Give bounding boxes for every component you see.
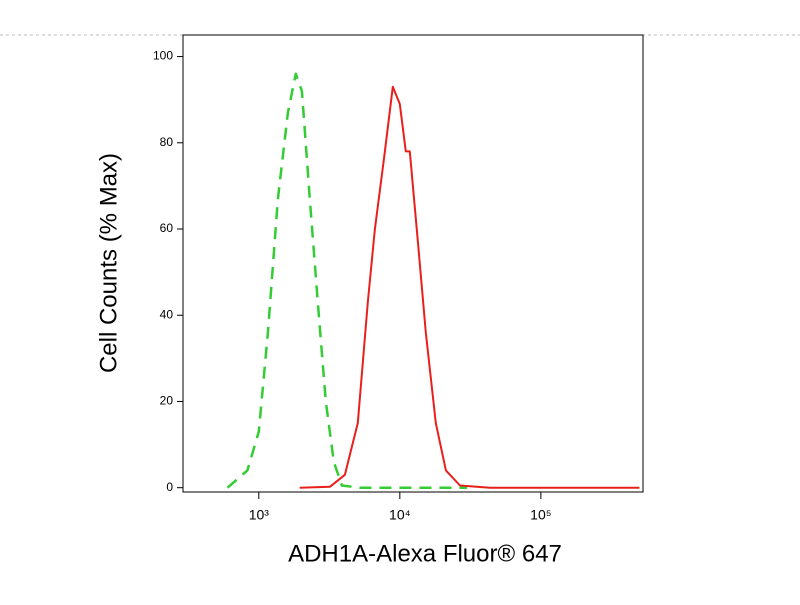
y-axis-label: Cell Counts (% Max) [95, 153, 122, 373]
histogram-line [226, 72, 468, 489]
histogram-line [299, 85, 640, 489]
x-tick-label: 10⁴ [389, 507, 411, 523]
y-tick-label: 20 [160, 394, 174, 408]
y-tick-label: 80 [160, 135, 174, 149]
y-tick-label: 0 [166, 480, 173, 494]
y-tick-label: 60 [160, 221, 174, 235]
x-tick-label: 10⁵ [530, 507, 551, 523]
y-tick-label: 100 [153, 49, 173, 63]
plot-frame [182, 34, 644, 493]
x-tick-label: 10³ [249, 507, 270, 523]
x-axis-label: ADH1A-Alexa Fluor® 647 [288, 540, 562, 567]
y-tick-label: 40 [160, 307, 174, 321]
